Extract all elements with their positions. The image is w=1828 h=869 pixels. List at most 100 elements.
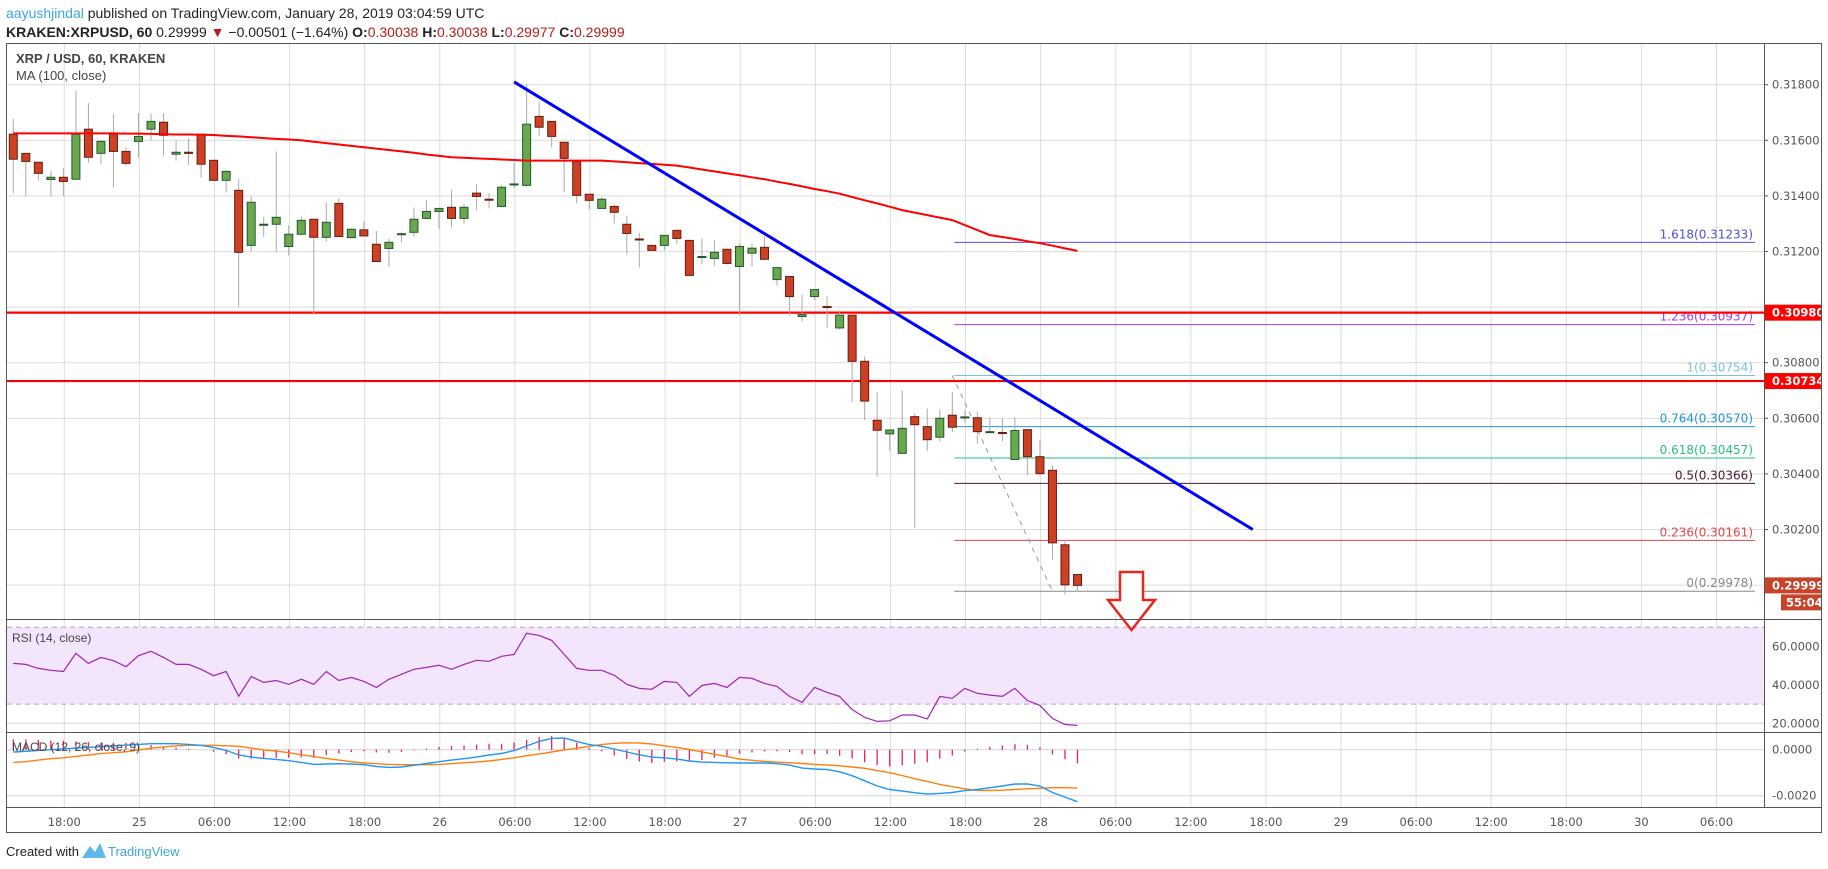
bar-countdown: 55:04 <box>1786 595 1823 609</box>
triangle-down-icon: ▼ <box>211 24 225 40</box>
candle-down <box>672 229 682 239</box>
macd-line <box>13 737 1078 803</box>
candle-down <box>847 314 857 362</box>
price-tag-label: 0.29999 <box>1772 578 1824 592</box>
candle-down <box>121 150 131 164</box>
annotations-front[interactable] <box>513 80 1254 633</box>
candle-up <box>985 431 995 434</box>
candle-up <box>284 233 294 247</box>
low-value: 0.29977 <box>505 24 556 40</box>
candle-down <box>684 239 694 276</box>
price-axis-label: 0.30200 <box>1772 523 1820 537</box>
candle-up <box>384 241 394 249</box>
fib-level-label: 0.236(0.30161) <box>1660 525 1753 539</box>
symbol-quote-line: KRAKEN:XRPUSD, 60 0.29999 ▼ −0.00501 (−1… <box>6 24 625 40</box>
candle-down <box>609 205 619 213</box>
candle-up <box>810 289 820 298</box>
rsi-legend[interactable]: RSI (14, close) <box>12 631 91 645</box>
candle-up <box>459 206 469 219</box>
macd-axis-label: -0.0020 <box>1772 789 1816 803</box>
rsi-line <box>13 632 1078 726</box>
time-axis-label: 18:00 <box>1550 815 1583 829</box>
candle-up <box>960 416 970 419</box>
candle-down <box>785 276 795 298</box>
footer-brand-link[interactable]: TradingView <box>108 844 180 859</box>
time-axis-label: 18:00 <box>348 815 381 829</box>
rsi-band-fill <box>7 627 1764 705</box>
last-price-tag[interactable] <box>1765 577 1821 594</box>
line-price-tag[interactable] <box>1765 373 1821 390</box>
time-axis-label: 18:00 <box>48 815 81 829</box>
candle-down <box>1060 544 1070 586</box>
price-axis-label: 0.30400 <box>1772 467 1820 481</box>
fib-level-label: 0.5(0.30366) <box>1675 468 1753 482</box>
candle-down <box>33 161 43 174</box>
time-axis-label: 12:00 <box>1475 815 1508 829</box>
candle-up <box>396 233 406 236</box>
candle-up <box>296 219 306 235</box>
time-axis-label: 18:00 <box>1249 815 1282 829</box>
author-link[interactable]: aayushjindal <box>6 5 84 21</box>
candle-up <box>171 151 181 155</box>
candle-up <box>259 223 269 226</box>
candle-down <box>947 414 957 428</box>
time-axis-label: 28 <box>1033 815 1048 829</box>
price-tag-label: 0.30734 <box>1772 374 1824 388</box>
high-value: 0.30038 <box>437 24 488 40</box>
price-axis-label: 0.31400 <box>1772 189 1820 203</box>
time-axis-label: 25 <box>132 815 147 829</box>
candle-up <box>409 218 419 233</box>
candle-down <box>159 121 169 136</box>
candle-down <box>334 202 344 237</box>
candle-down <box>484 198 494 201</box>
candle-up <box>772 267 782 281</box>
candle-up <box>71 133 81 180</box>
candle-down <box>910 416 920 426</box>
candle-down <box>8 133 18 160</box>
open-label: O: <box>352 24 368 40</box>
candle-down <box>447 206 456 219</box>
fib-level-label: 1(0.30754) <box>1686 360 1753 374</box>
candle-down <box>760 246 769 260</box>
candle-down <box>83 128 93 158</box>
open-value: 0.30038 <box>368 24 419 40</box>
candle-down <box>184 151 194 154</box>
candle-down <box>1035 456 1045 475</box>
candle-up <box>46 176 56 180</box>
candle-up <box>346 228 356 239</box>
tradingview-logo-icon[interactable] <box>82 843 106 858</box>
candle-down <box>371 243 381 263</box>
candle-up <box>246 201 256 246</box>
macd-legend[interactable]: MACD (12, 26, close, 9) <box>12 740 140 754</box>
rsi-axis-label: 60.0000 <box>1772 640 1820 654</box>
candle-down <box>922 426 932 441</box>
candle-down <box>559 141 569 159</box>
candle-up <box>134 135 143 142</box>
time-axis-label: 18:00 <box>949 815 982 829</box>
candle-up <box>421 210 431 219</box>
down-arrow-icon <box>1105 570 1158 633</box>
axes[interactable]: 18:00 25 06:00 12:00 18:00 26 06:00 12:00 18:00 2… <box>48 78 1825 829</box>
candle-down <box>972 417 982 433</box>
candle-up <box>747 247 757 254</box>
chart-frame <box>6 43 1822 833</box>
time-axis-label: 26 <box>432 815 447 829</box>
close-value: 0.29999 <box>574 24 625 40</box>
candle-up <box>659 234 669 246</box>
candle-down <box>722 248 732 264</box>
descending-trendline[interactable] <box>513 80 1254 531</box>
candle-up <box>1010 430 1020 460</box>
rsi-axis-label: 20.0000 <box>1772 716 1820 730</box>
ma-legend[interactable]: MA (100, close) <box>16 68 106 83</box>
chart-legend-title: XRP / USD, 60, KRAKEN <box>16 51 165 66</box>
high-label: H: <box>418 24 437 40</box>
candle-up <box>734 245 744 268</box>
candles <box>8 84 1082 595</box>
price-axis-label: 0.30800 <box>1772 356 1820 370</box>
macd-signal-line <box>13 742 1078 792</box>
candle-down <box>21 152 31 162</box>
time-axis-label: 12:00 <box>1174 815 1207 829</box>
candle-up <box>697 256 707 259</box>
line-price-tag[interactable] <box>1765 304 1821 321</box>
